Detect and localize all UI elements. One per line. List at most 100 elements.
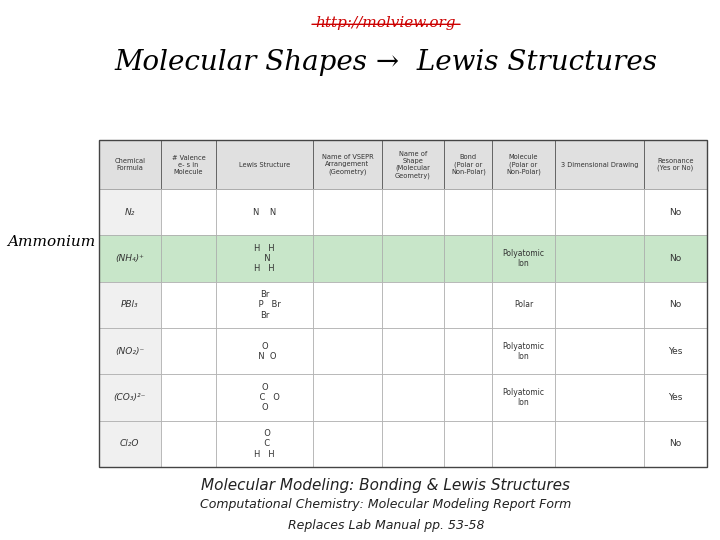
Text: Lewis Structure: Lewis Structure [239,161,290,168]
Bar [216,282,313,328]
Bar [382,189,444,235]
Text: Molecule
(Polar or
Non-Polar): Molecule (Polar or Non-Polar) [506,154,541,175]
Bar [444,140,492,189]
Bar [644,282,706,328]
Bar [313,421,382,467]
Text: Molecular Modeling: Bonding & Lewis Structures: Molecular Modeling: Bonding & Lewis Stru… [202,478,570,493]
Text: Yes: Yes [668,393,683,402]
Text: No: No [670,300,682,309]
Text: O
  N  O: O N O [253,341,276,361]
Text: Resonance
(Yes or No): Resonance (Yes or No) [657,158,694,172]
Bar [644,374,706,421]
Text: Chemical
Formula: Chemical Formula [114,158,145,171]
Bar [99,374,161,421]
Bar [382,282,444,328]
Bar [161,235,216,282]
Text: O
  C
H   H: O C H H [254,429,275,459]
Text: http://molview.org: http://molview.org [316,16,456,30]
Bar [554,374,644,421]
Text: Name of
Shape
(Molecular
Geometry): Name of Shape (Molecular Geometry) [395,151,431,179]
Text: No: No [670,208,682,217]
Bar [644,140,706,189]
Bar [644,328,706,374]
Bar [99,328,161,374]
Bar [492,421,554,467]
Bar [216,140,313,189]
Bar [216,328,313,374]
Text: O
    C   O
O: O C O O [249,383,280,413]
Bar [444,328,492,374]
Bar [492,282,554,328]
Text: Polyatomic
Ion: Polyatomic Ion [503,388,544,407]
Text: Cl₂O: Cl₂O [120,440,140,448]
Bar [216,421,313,467]
Text: No: No [670,254,682,263]
Bar [161,189,216,235]
Bar [554,328,644,374]
Bar [554,235,644,282]
Text: Polyatomic
Ion: Polyatomic Ion [503,341,544,361]
Bar [382,140,444,189]
Text: Name of VSEPR
Arrangement
(Geometry): Name of VSEPR Arrangement (Geometry) [322,154,373,175]
Bar [554,282,644,328]
Bar [492,235,554,282]
Bar [382,328,444,374]
Bar [313,374,382,421]
Text: No: No [670,440,682,448]
Bar [492,140,554,189]
Bar [161,421,216,467]
Text: Molecular Shapes →  Lewis Structures: Molecular Shapes → Lewis Structures [114,49,657,76]
Bar [313,189,382,235]
Bar [99,189,161,235]
Text: # Valence
e- s in
Molecule: # Valence e- s in Molecule [171,154,205,175]
Bar [99,235,161,282]
Text: Computational Chemistry: Molecular Modeling Report Form: Computational Chemistry: Molecular Model… [200,498,572,511]
Bar [313,140,382,189]
Bar [216,235,313,282]
Bar [492,328,554,374]
Bar [444,235,492,282]
Bar [554,140,644,189]
Bar [161,374,216,421]
Text: H   H
  N
H   H: H H N H H [254,244,275,273]
Text: 3 Dimensional Drawing: 3 Dimensional Drawing [561,161,639,168]
Bar [554,189,644,235]
Text: Yes: Yes [668,347,683,356]
Bar [313,328,382,374]
Bar [99,140,161,189]
Bar [554,421,644,467]
Text: Bond
(Polar or
Non-Polar): Bond (Polar or Non-Polar) [451,154,486,175]
Bar [216,374,313,421]
Bar [99,140,706,467]
Text: (NO₂)⁻: (NO₂)⁻ [115,347,145,356]
Bar [644,189,706,235]
Text: (CO₃)²⁻: (CO₃)²⁻ [114,393,146,402]
Text: Polar: Polar [514,300,534,309]
Bar [492,189,554,235]
Bar [161,328,216,374]
Text: N₂: N₂ [125,208,135,217]
Bar [216,189,313,235]
Bar [313,282,382,328]
Bar [492,374,554,421]
Bar [99,282,161,328]
Text: N    N: N N [253,208,276,217]
Bar [644,235,706,282]
Bar [382,235,444,282]
Bar [444,189,492,235]
Bar [382,374,444,421]
Bar [382,421,444,467]
Text: (NH₄)⁺: (NH₄)⁺ [115,254,144,263]
Text: Br
    P   Br
Br: Br P Br Br [248,290,281,320]
Bar [444,421,492,467]
Text: Polyatomic
Ion: Polyatomic Ion [503,249,544,268]
Bar [444,282,492,328]
Text: Ammonium: Ammonium [7,235,96,249]
Bar [444,374,492,421]
Bar [161,282,216,328]
Bar [313,235,382,282]
Bar [644,421,706,467]
Text: Replaces Lab Manual pp. 53-58: Replaces Lab Manual pp. 53-58 [288,519,485,532]
Text: PBl₃: PBl₃ [121,300,139,309]
Bar [99,421,161,467]
